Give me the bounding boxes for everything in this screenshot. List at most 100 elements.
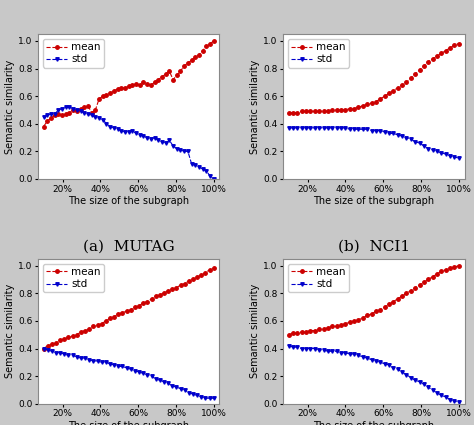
mean — [325, 109, 331, 114]
std — [118, 128, 124, 133]
mean — [329, 108, 335, 113]
std — [294, 125, 300, 130]
std — [157, 378, 163, 383]
mean — [152, 80, 157, 85]
std — [99, 360, 105, 365]
mean — [63, 111, 69, 116]
std — [360, 354, 365, 360]
std — [426, 146, 431, 151]
mean — [408, 288, 414, 293]
Legend: mean, std: mean, std — [43, 264, 104, 292]
std — [182, 149, 187, 154]
mean — [190, 277, 196, 282]
mean — [182, 281, 188, 286]
std — [55, 108, 61, 113]
std — [173, 385, 179, 390]
mean — [312, 328, 318, 333]
Y-axis label: Semantic similarity: Semantic similarity — [5, 284, 15, 378]
std — [41, 114, 46, 119]
std — [91, 358, 96, 363]
std — [373, 358, 379, 363]
mean — [360, 316, 365, 321]
std — [111, 125, 117, 130]
std — [159, 139, 165, 144]
mean — [145, 81, 150, 86]
mean — [434, 54, 440, 59]
std — [421, 382, 427, 387]
mean — [107, 91, 113, 96]
mean — [430, 56, 436, 61]
mean — [53, 340, 59, 346]
std — [207, 396, 212, 401]
std — [126, 130, 131, 135]
mean — [351, 106, 357, 111]
std — [57, 350, 63, 355]
mean — [111, 88, 117, 93]
std — [186, 390, 191, 395]
mean — [178, 283, 183, 288]
mean — [192, 55, 198, 60]
std — [421, 143, 427, 148]
mean — [92, 108, 98, 113]
std — [163, 141, 169, 146]
mean — [107, 316, 113, 321]
Line: mean: mean — [287, 264, 461, 337]
std — [107, 361, 113, 366]
mean — [373, 99, 379, 104]
std — [211, 396, 217, 401]
std — [456, 400, 462, 405]
mean — [119, 310, 125, 315]
std — [334, 125, 339, 130]
std — [294, 345, 300, 350]
std — [404, 135, 410, 140]
mean — [86, 327, 92, 332]
std — [85, 111, 91, 116]
mean — [290, 110, 296, 115]
std — [312, 125, 318, 130]
std — [95, 358, 100, 363]
mean — [211, 266, 217, 271]
mean — [299, 109, 305, 114]
std — [82, 110, 87, 115]
std — [133, 131, 139, 136]
Legend: mean, std: mean, std — [43, 39, 104, 68]
std — [351, 127, 357, 132]
std — [199, 394, 204, 400]
mean — [286, 332, 292, 337]
mean — [338, 323, 344, 328]
std — [286, 125, 292, 130]
mean — [52, 113, 57, 118]
std — [189, 161, 194, 166]
mean — [70, 334, 75, 339]
std — [211, 176, 217, 181]
mean — [391, 299, 396, 304]
std — [170, 143, 176, 148]
std — [290, 125, 296, 130]
std — [45, 113, 50, 118]
std — [360, 127, 365, 132]
std — [434, 390, 440, 395]
std — [169, 383, 175, 388]
mean — [62, 336, 67, 341]
mean — [199, 273, 204, 278]
mean — [45, 343, 51, 348]
Y-axis label: Semantic similarity: Semantic similarity — [250, 60, 260, 153]
std — [78, 109, 83, 114]
std — [338, 125, 344, 130]
mean — [421, 280, 427, 285]
mean — [386, 91, 392, 96]
Line: std: std — [42, 347, 216, 400]
std — [124, 366, 129, 371]
mean — [430, 274, 436, 279]
mean — [155, 77, 161, 82]
mean — [186, 278, 191, 283]
mean — [173, 285, 179, 290]
std — [373, 128, 379, 133]
mean — [343, 108, 348, 113]
mean — [438, 51, 444, 56]
mean — [74, 332, 80, 337]
mean — [145, 299, 150, 304]
std — [391, 131, 396, 136]
std — [347, 351, 353, 357]
std — [174, 146, 180, 151]
